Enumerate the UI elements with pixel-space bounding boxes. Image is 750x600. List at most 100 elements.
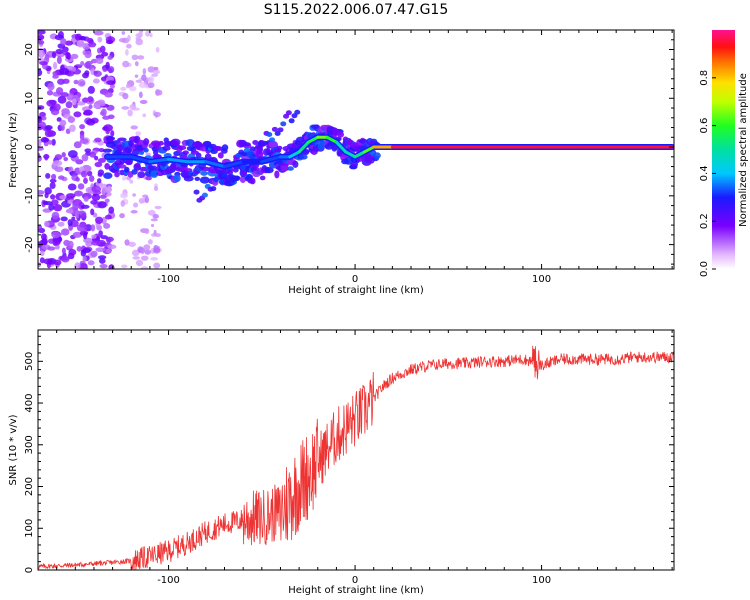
noise-blob <box>125 83 131 89</box>
noise-blob <box>136 55 145 60</box>
spectral-blob <box>280 121 287 127</box>
noise-blob <box>138 91 143 99</box>
noise-blob <box>51 51 57 59</box>
noise-blob <box>155 46 160 53</box>
noise-blob <box>104 91 113 98</box>
noise-blob <box>38 34 45 41</box>
spectral-blob <box>124 146 133 154</box>
spectral-blob <box>285 110 292 116</box>
noise-blob <box>49 178 57 183</box>
noise-blob <box>152 214 160 219</box>
spectrogram-frame <box>37 29 675 270</box>
noise-blob <box>102 115 111 120</box>
spectrogram-x-label: Height of straight line (km) <box>288 285 424 296</box>
noise-blob <box>48 140 53 145</box>
spectral-blob <box>350 162 359 167</box>
noise-blob <box>118 38 127 43</box>
noise-blob <box>69 124 76 132</box>
noise-blob <box>38 121 47 129</box>
noise-blob <box>83 196 89 202</box>
noise-blob <box>80 60 85 67</box>
spectral-blob <box>162 145 171 151</box>
noise-blob <box>101 187 106 196</box>
noise-blob <box>105 127 110 135</box>
noise-blob <box>101 108 107 117</box>
noise-blob <box>75 101 86 106</box>
noise-blob <box>90 250 98 258</box>
y-tick-label: 0 <box>24 144 35 150</box>
noise-blob <box>101 216 107 225</box>
noise-blob <box>51 231 61 239</box>
noise-blob <box>108 206 115 214</box>
noise-blob <box>38 262 42 268</box>
noise-blob <box>153 70 159 75</box>
noise-blob <box>144 228 150 235</box>
noise-blob <box>87 260 95 266</box>
noise-blob <box>150 257 159 261</box>
noise-blob <box>95 57 104 65</box>
noise-blob <box>96 101 106 107</box>
spectral-blob <box>210 186 217 192</box>
noise-blob <box>130 209 138 214</box>
noise-blob <box>127 109 133 117</box>
noise-blob <box>140 255 149 261</box>
noise-blob <box>52 61 58 70</box>
spectral-blob <box>259 175 266 181</box>
y-tick-label: 300 <box>24 435 35 454</box>
noise-blob <box>39 250 45 257</box>
spectral-blob <box>213 146 224 152</box>
noise-blob <box>40 115 47 121</box>
noise-blob <box>85 240 93 247</box>
ridge-segment <box>129 155 152 164</box>
spectral-blob <box>137 171 146 179</box>
noise-blob <box>60 38 67 45</box>
ridge-segment <box>362 145 376 154</box>
noise-blob <box>134 74 139 78</box>
noise-blob <box>74 190 83 197</box>
noise-blob <box>71 66 77 72</box>
noise-blob <box>55 48 64 55</box>
spectral-blob <box>286 166 294 171</box>
noise-blob <box>108 264 115 269</box>
noise-blob <box>60 216 68 222</box>
spectral-blob <box>274 170 280 179</box>
snr-y-label: SNR (10 * v/v) <box>8 414 19 485</box>
noise-blob <box>67 183 77 191</box>
noise-blob <box>67 219 73 227</box>
noise-blob <box>60 64 65 72</box>
y-tick-label: 0 <box>24 567 35 573</box>
spectral-blob <box>249 146 256 152</box>
ridge-segment <box>306 135 320 144</box>
spectral-blob <box>218 179 225 185</box>
noise-blob <box>81 170 88 178</box>
snr-series <box>38 345 674 570</box>
noise-blob <box>38 224 43 230</box>
noise-blob <box>56 117 62 122</box>
ridge-segment <box>167 157 189 164</box>
noise-blob <box>67 150 78 158</box>
noise-blob <box>127 34 131 42</box>
spectral-blob <box>246 151 253 157</box>
spectral-blob <box>260 141 267 147</box>
spectral-blob <box>249 177 256 185</box>
noise-blob <box>49 182 56 189</box>
noise-blob <box>94 137 102 143</box>
noise-blob <box>106 185 112 193</box>
noise-blob <box>65 51 70 59</box>
ridge-segment <box>148 157 171 164</box>
spectral-blob <box>292 160 299 168</box>
noise-blob <box>82 264 88 269</box>
noise-blob <box>97 255 107 260</box>
noise-blob <box>38 190 45 195</box>
spectral-blob <box>143 147 149 153</box>
y-tick-label: 20 <box>24 43 35 56</box>
spectral-blob <box>252 139 259 145</box>
noise-blob <box>153 66 159 71</box>
noise-blob <box>92 78 100 84</box>
noise-blob <box>135 33 143 38</box>
spectral-blob <box>158 140 164 146</box>
noise-blob <box>99 263 108 269</box>
noise-blob <box>79 124 86 130</box>
spectral-blob <box>315 139 325 144</box>
noise-blob <box>135 79 142 83</box>
